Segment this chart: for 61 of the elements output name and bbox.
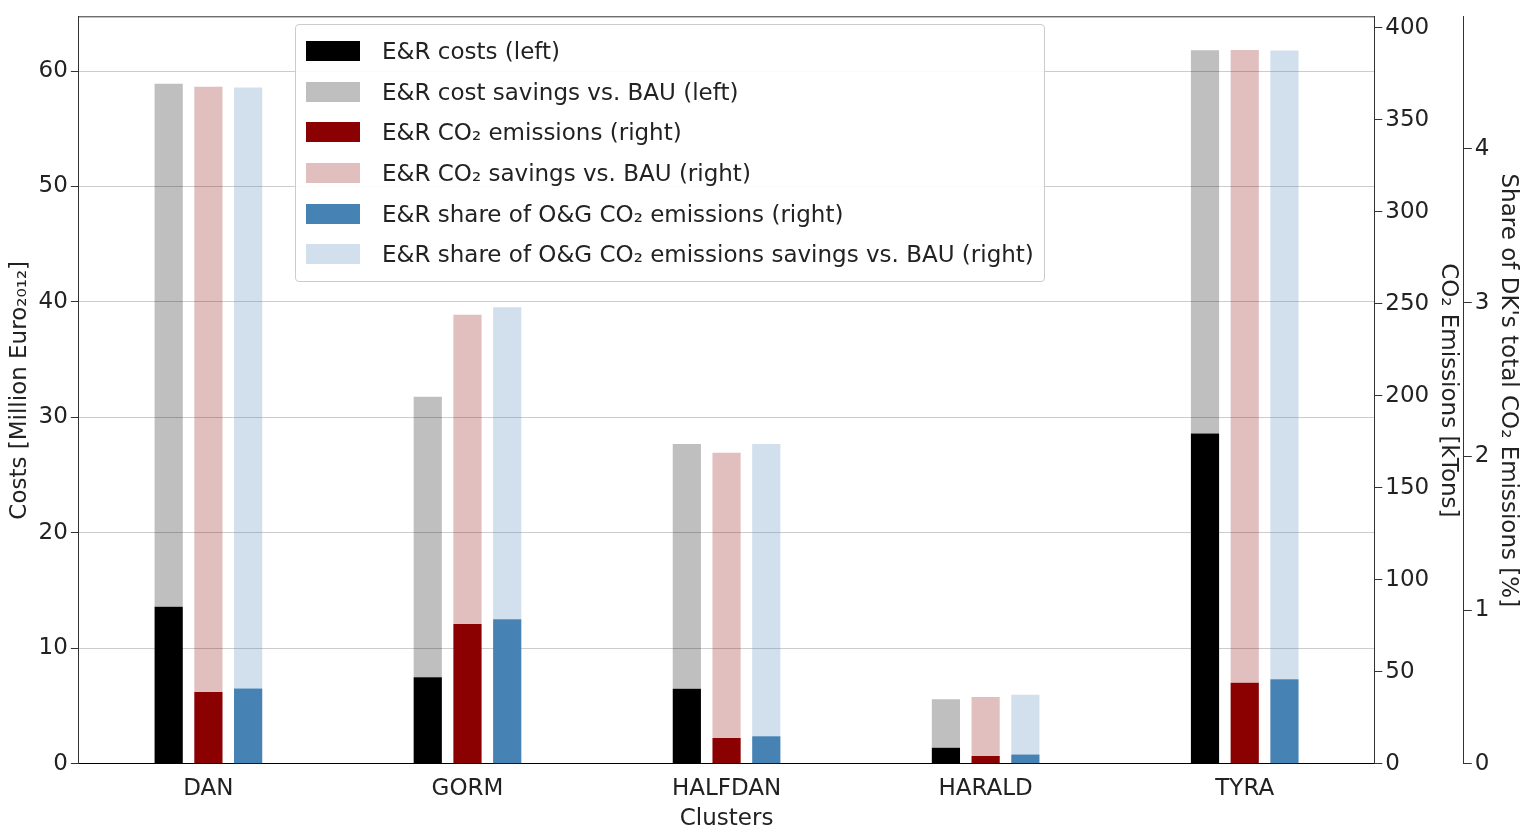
legend-label: E&R CO₂ emissions (right) (382, 119, 682, 146)
y-tick-label: 20 (38, 517, 68, 544)
y2-tick-label: 50 (1385, 656, 1415, 683)
bar (1011, 754, 1040, 764)
x-tick-label: DAN (183, 773, 234, 800)
bar (413, 396, 442, 678)
bar (194, 86, 223, 693)
x-tick-label: HARALD (938, 773, 1033, 800)
y2-tick-label: 0 (1385, 748, 1400, 775)
x-tick-label: HALFDAN (671, 773, 782, 800)
y-axis-title: Costs [Million Euro₂₀₁₂] (4, 260, 31, 520)
y-tick-label: 10 (38, 633, 68, 660)
bar (194, 692, 223, 764)
y2-tick-label: 300 (1385, 196, 1430, 223)
bar (234, 688, 263, 764)
x-tick-label: GORM (431, 773, 504, 800)
y2-tick-label: 400 (1385, 12, 1430, 39)
bar (493, 619, 522, 764)
legend-label: E&R costs (left) (382, 38, 560, 65)
bar (234, 87, 263, 689)
bar (752, 444, 781, 737)
bar (1270, 679, 1299, 764)
bar (672, 443, 701, 689)
legend-label: E&R share of O&G CO₂ emissions savings vs. BAU (right) (382, 241, 1034, 268)
y-tick-label: 50 (38, 171, 68, 198)
bar (1011, 694, 1040, 755)
bar (1230, 682, 1259, 764)
legend-label: E&R cost savings vs. BAU (left) (382, 78, 739, 105)
bar (712, 738, 741, 764)
bar (1190, 50, 1220, 434)
y2-tick-label: 100 (1385, 564, 1430, 591)
y-tick-label: 40 (38, 286, 68, 313)
x-axis-title: Clusters (679, 804, 774, 831)
y2-axis-title: CO₂ Emissions [kTons] (1437, 263, 1463, 518)
bar (971, 755, 1000, 764)
legend-label: E&R share of O&G CO₂ emissions (right) (382, 200, 844, 227)
y2-tick-label: 350 (1385, 104, 1430, 131)
x-tick-label: TYRA (1214, 773, 1275, 800)
bar (752, 736, 781, 764)
y-tick-label: 30 (38, 402, 68, 429)
bar (453, 623, 482, 764)
y-tick-label: 60 (38, 56, 68, 83)
y3-tick-label: 2 (1474, 441, 1490, 468)
y3-axis-title: Share of DK's total CO₂ Emissions [%] (1497, 173, 1524, 608)
bar (1230, 49, 1259, 683)
bar (493, 307, 522, 620)
bar (1270, 50, 1299, 680)
bar (453, 314, 482, 624)
legend-label: E&R CO₂ savings vs. BAU (right) (382, 160, 751, 187)
y2-tick-label: 200 (1385, 380, 1430, 407)
y2-tick-label: 150 (1385, 472, 1430, 499)
bar (712, 452, 741, 739)
bar (154, 83, 183, 607)
y3-tick-label: 1 (1474, 595, 1490, 622)
bar (971, 697, 1000, 756)
y2-tick-label: 250 (1385, 288, 1430, 315)
bar (931, 699, 961, 748)
y3-tick-label: 4 (1474, 133, 1490, 160)
y-tick-label: 0 (53, 748, 68, 775)
y3-tick-label: 0 (1474, 748, 1490, 775)
y3-tick-label: 3 (1474, 287, 1490, 314)
